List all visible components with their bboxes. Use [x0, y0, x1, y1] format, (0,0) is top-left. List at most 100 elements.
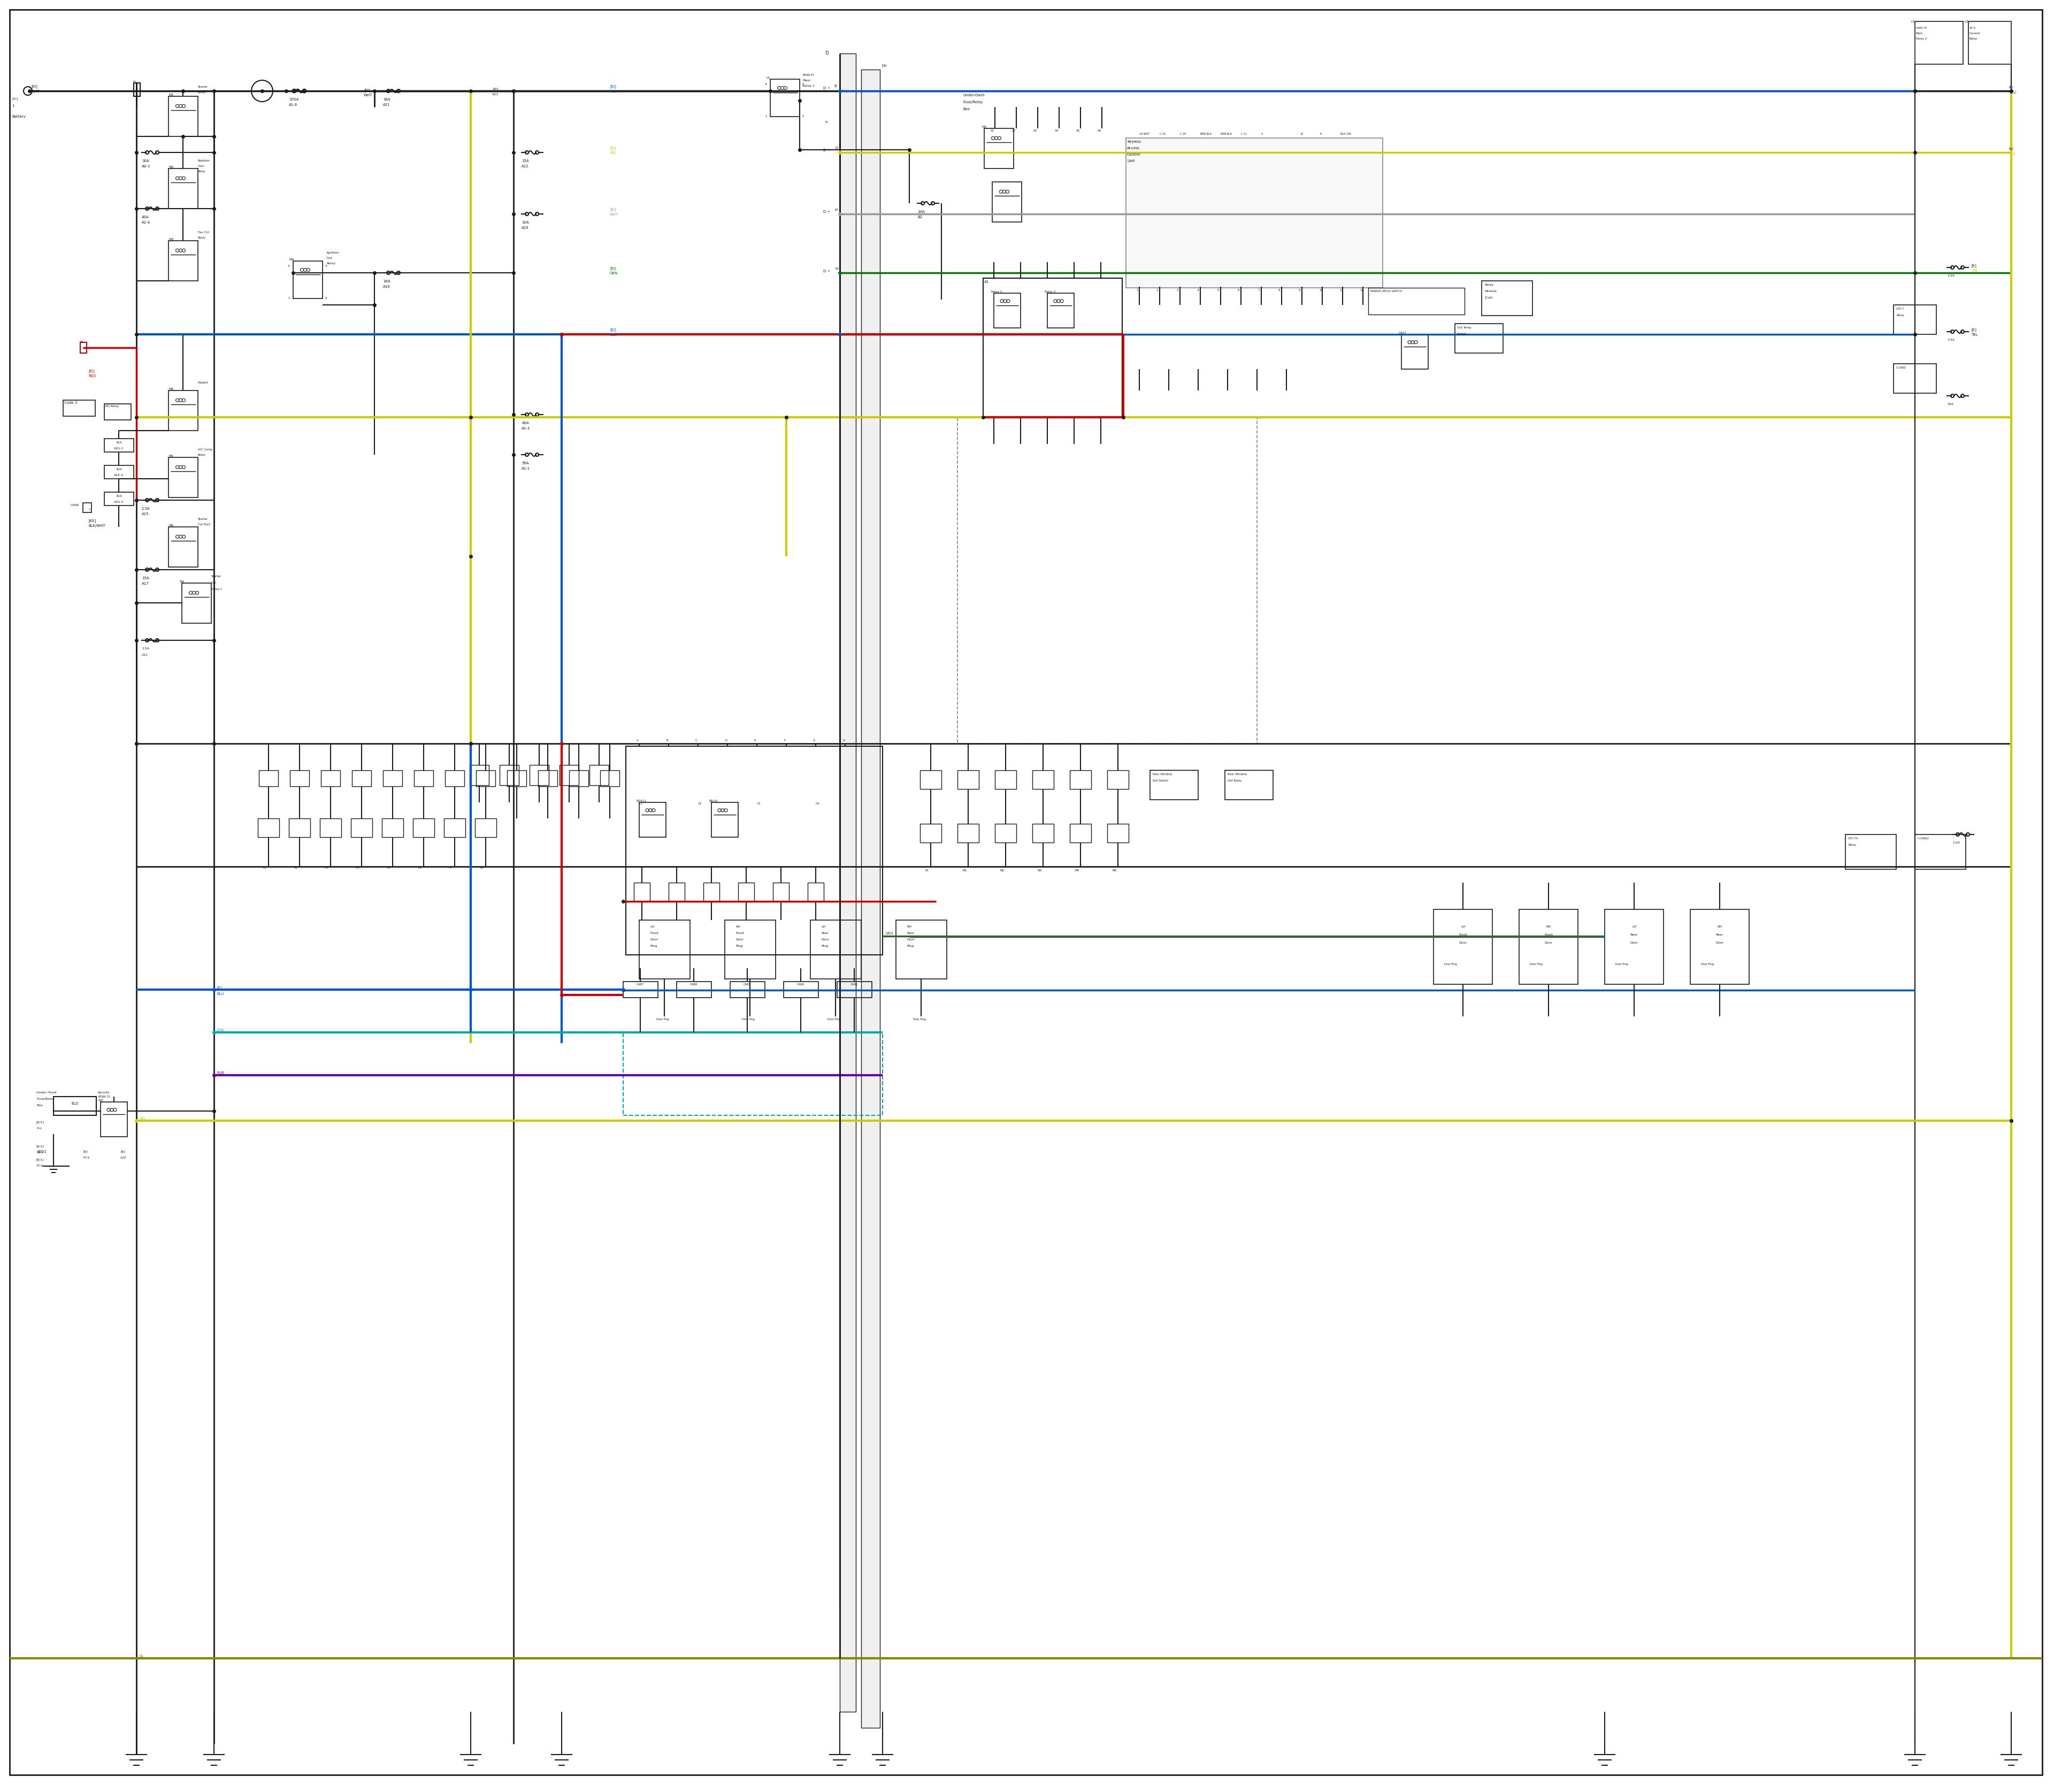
Text: 12: 12 — [834, 147, 838, 149]
Text: GRN: GRN — [885, 932, 893, 935]
Bar — [53, 1097, 97, 1115]
Text: 50A: 50A — [522, 462, 528, 464]
Bar — [1401, 335, 1428, 369]
Bar — [1454, 324, 1504, 353]
Bar — [320, 819, 341, 837]
Text: Relay: Relay — [1970, 38, 1978, 39]
Text: C 24: C 24 — [1179, 133, 1185, 136]
Text: A0-3: A0-3 — [142, 165, 150, 168]
Text: Door Plug: Door Plug — [657, 1018, 670, 1021]
Text: Plug: Plug — [735, 944, 744, 948]
Text: Plug: Plug — [649, 944, 657, 948]
Text: Relay: Relay — [1485, 283, 1493, 287]
Text: Rear: Rear — [1715, 934, 1723, 935]
Text: [EE]: [EE] — [88, 520, 97, 523]
Bar — [920, 771, 941, 788]
Text: P4: P4 — [355, 867, 359, 869]
Text: Door: Door — [735, 939, 744, 941]
Text: Box: Box — [963, 108, 969, 111]
Text: A21: A21 — [493, 93, 499, 95]
Text: [EJ]: [EJ] — [610, 145, 616, 151]
Text: BLU: BLU — [216, 993, 224, 996]
Text: YEL: YEL — [140, 1116, 146, 1120]
Text: 16A: 16A — [493, 88, 499, 90]
Bar — [444, 819, 466, 837]
Text: Plug: Plug — [906, 944, 914, 948]
Text: WHT: WHT — [31, 90, 39, 93]
Text: (+): (+) — [12, 97, 18, 100]
Bar — [811, 919, 861, 978]
Bar — [1368, 289, 1465, 315]
Text: G407: G407 — [1399, 332, 1407, 335]
Text: (Cat): (Cat) — [1485, 296, 1493, 299]
Text: 15A: 15A — [1947, 403, 1953, 405]
Bar — [770, 79, 799, 116]
Bar — [1520, 909, 1577, 984]
Text: BRB BLK: BRB BLK — [1220, 133, 1232, 136]
Bar — [530, 765, 548, 785]
Bar — [737, 883, 754, 901]
Text: Rear: Rear — [1631, 934, 1637, 935]
Bar — [589, 765, 608, 785]
Text: D: D — [824, 50, 828, 56]
Bar — [1604, 909, 1664, 984]
Text: A/C Comp: A/C Comp — [197, 448, 212, 452]
Bar — [1048, 294, 1074, 328]
Bar — [957, 418, 1257, 744]
Text: Cool: Cool — [197, 165, 203, 167]
Text: n: n — [826, 120, 828, 124]
Text: Relay: Relay — [327, 262, 335, 265]
Bar — [134, 82, 140, 97]
Bar — [477, 771, 495, 787]
Bar — [600, 771, 620, 787]
Text: Door Plug: Door Plug — [741, 1018, 754, 1021]
Text: A2-4: A2-4 — [142, 220, 150, 224]
Bar — [507, 771, 526, 787]
Text: A6: A6 — [1097, 129, 1101, 133]
Text: RELAY: RELAY — [709, 799, 717, 803]
Text: P3: P3 — [325, 867, 329, 869]
Bar — [382, 819, 403, 837]
Bar — [840, 54, 857, 1711]
Text: Front: Front — [1458, 934, 1467, 935]
Text: C2: C2 — [698, 803, 702, 805]
Bar — [80, 342, 86, 353]
Bar — [168, 168, 197, 208]
Text: Under Hood: Under Hood — [37, 1091, 55, 1093]
Bar — [82, 504, 92, 513]
Text: LH: LH — [649, 925, 655, 928]
Text: Relay: Relay — [197, 237, 205, 238]
Bar — [957, 771, 980, 788]
Bar — [64, 400, 94, 416]
Text: D: D — [824, 86, 826, 90]
Text: A21: A21 — [382, 104, 390, 106]
Text: Door Plug: Door Plug — [1701, 962, 1713, 966]
Bar — [639, 919, 690, 978]
Text: M5: M5 — [168, 387, 173, 391]
Text: P5: P5 — [388, 867, 390, 869]
Bar — [711, 803, 737, 837]
Text: Door Plug: Door Plug — [1530, 962, 1543, 966]
Text: M1: M1 — [168, 455, 173, 457]
Text: [EJ]: [EJ] — [88, 369, 94, 373]
Text: M2: M2 — [168, 167, 173, 168]
Text: Dn: Dn — [881, 65, 887, 68]
Text: Access: Access — [1128, 147, 1140, 151]
Text: 10A: 10A — [918, 210, 924, 213]
Text: IPDM-75: IPDM-75 — [99, 1095, 111, 1098]
Bar — [1968, 22, 2011, 65]
Text: Starter: Starter — [212, 575, 222, 577]
Text: C4: C4 — [815, 803, 820, 805]
Bar — [1150, 771, 1197, 799]
Bar — [294, 262, 322, 299]
Text: Fuse/Relay: Fuse/Relay — [37, 1098, 53, 1100]
Bar — [105, 439, 134, 452]
Text: M2: M2 — [168, 525, 173, 527]
Text: Relay 1: Relay 1 — [803, 84, 815, 88]
Text: RL-L: RL-L — [37, 1150, 43, 1154]
Text: Control: Control — [1128, 152, 1140, 156]
Text: 19: 19 — [834, 267, 838, 271]
Text: H: H — [842, 740, 844, 742]
Bar — [622, 1032, 883, 1115]
Text: C-GND2: C-GND2 — [1918, 837, 1929, 840]
